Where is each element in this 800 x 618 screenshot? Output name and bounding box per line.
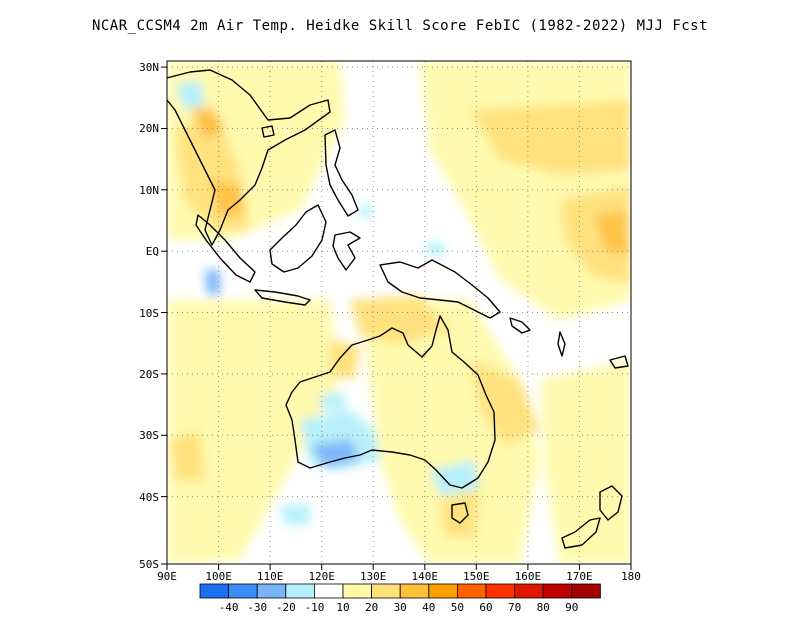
map-title: NCAR_CCSM4 2m Air Temp. Heidke Skill Sco… <box>91 18 709 34</box>
colorbar-label: 90 <box>565 601 578 614</box>
lon-label: 90E <box>157 570 177 583</box>
lat-label: EQ <box>146 245 159 258</box>
colorbar-swatch <box>285 583 315 599</box>
colorbar-label: -40 <box>219 601 239 614</box>
lat-label: 10N <box>139 184 159 197</box>
colorbar-swatch <box>342 583 373 599</box>
hainan-coastline <box>261 125 275 138</box>
colorbar-label: 40 <box>422 601 435 614</box>
colorbar-swatch <box>514 583 544 599</box>
lon-label: 160E <box>515 570 542 583</box>
lat-label: 30S <box>139 429 159 442</box>
colorbar-label: 70 <box>508 601 521 614</box>
lat-label: 10S <box>139 307 159 320</box>
colorbar-swatch <box>542 583 573 599</box>
colorbar-label: 50 <box>451 601 464 614</box>
new-zealand-coastline <box>599 485 623 521</box>
new-guinea-coastline <box>379 259 501 319</box>
se-asia-coastline <box>167 69 331 246</box>
lat-label: 20N <box>139 122 159 135</box>
colorbar <box>199 583 601 599</box>
colorbar-swatch <box>485 583 516 599</box>
latitude-labels: 30N 20N 10N EQ 10S 20S 30S 40S 50S <box>139 61 159 571</box>
islands-coastline <box>509 317 531 334</box>
colorbar-label: 10 <box>336 601 349 614</box>
philippines-coastline <box>324 129 359 217</box>
lon-label: 140E <box>412 570 439 583</box>
colorbar-label: 60 <box>479 601 492 614</box>
colorbar-label: 20 <box>365 601 378 614</box>
colorbar-swatch <box>428 583 458 599</box>
lon-label: 120E <box>308 570 335 583</box>
lat-label: 30N <box>139 61 159 74</box>
colorbar-swatch <box>313 583 344 599</box>
sumatra-coastline <box>195 214 256 283</box>
lon-label: 100E <box>205 570 232 583</box>
colorbar-label: -30 <box>247 601 267 614</box>
colorbar-labels: -40 -30 -20 -10 10 20 30 40 50 60 70 80 … <box>219 601 579 614</box>
lat-label: 50S <box>139 558 159 571</box>
borneo-coastline <box>269 204 327 273</box>
coastlines <box>167 69 629 549</box>
colorbar-label: -20 <box>276 601 296 614</box>
lon-label: 170E <box>566 570 593 583</box>
sulawesi-coastline <box>332 231 361 271</box>
colorbar-swatch <box>371 583 401 599</box>
lon-label: 110E <box>257 570 284 583</box>
lon-label: 150E <box>463 570 490 583</box>
java-coastline <box>254 289 311 306</box>
colorbar-label: -10 <box>304 601 324 614</box>
colorbar-swatch <box>228 583 258 599</box>
australia-coastline <box>285 315 496 489</box>
colorbar-swatch <box>399 583 430 599</box>
colorbar-swatch <box>571 583 601 599</box>
lon-label: 130E <box>360 570 387 583</box>
longitude-labels: 90E 100E 110E 120E 130E 140E 150E 160E 1… <box>157 570 641 583</box>
colorbar-label: 30 <box>394 601 407 614</box>
lat-label: 40S <box>139 491 159 504</box>
colorbar-swatch <box>199 583 230 599</box>
shading-layer <box>167 61 631 564</box>
lon-label: 180 <box>621 570 641 583</box>
colorbar-swatch <box>456 583 487 599</box>
lat-label: 20S <box>139 368 159 381</box>
colorbar-label: 80 <box>537 601 550 614</box>
axis-ticks <box>161 66 632 570</box>
colorbar-swatch <box>256 583 287 599</box>
tasmania-coastline <box>451 502 469 524</box>
